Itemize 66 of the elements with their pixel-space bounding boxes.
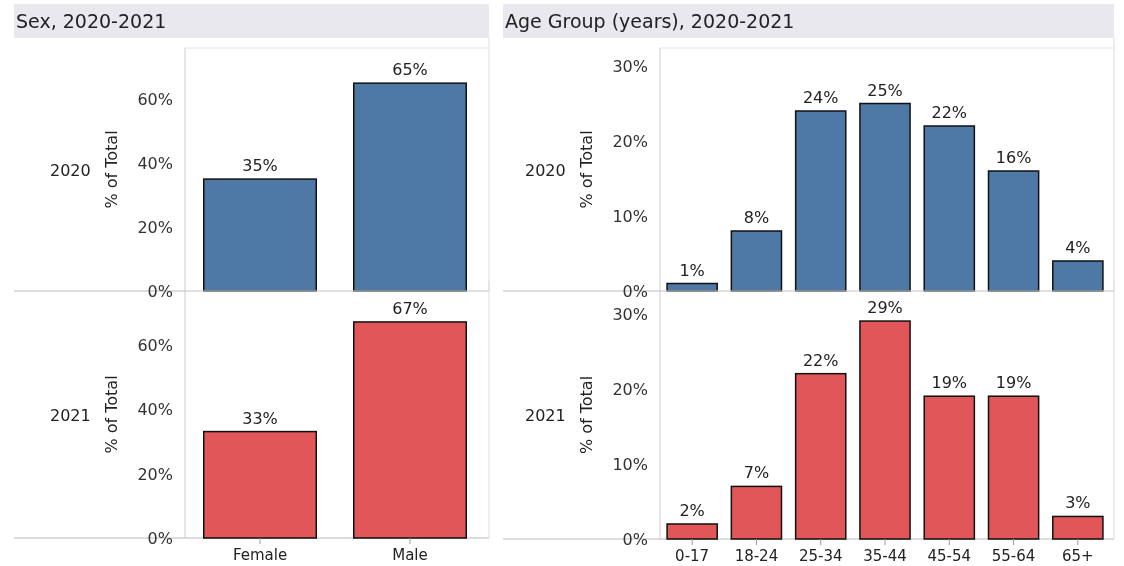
text: 2020 <box>525 160 566 180</box>
bar <box>666 523 718 540</box>
data-label: 7% <box>743 463 770 483</box>
data-label: 8% <box>743 208 770 227</box>
y-tick-label: 10% <box>612 454 648 474</box>
bar <box>859 320 911 540</box>
data-label: 65% <box>392 60 428 80</box>
x-tick-label: 35-44 <box>863 547 907 565</box>
bar <box>794 110 847 292</box>
data-label: 3% <box>1065 493 1091 513</box>
chart-title: Age Group (years), 2020-2021 <box>505 10 795 32</box>
data-label: 67% <box>392 298 428 318</box>
text: 2021 <box>50 405 91 425</box>
y-tick-label: 0% <box>147 529 173 548</box>
x-tick-label: 18-24 <box>734 547 779 565</box>
x-tick-label: 65+ <box>1062 547 1094 565</box>
data-label: 1% <box>679 260 705 280</box>
data-label: 35% <box>242 156 278 176</box>
y-axis-title: % of Total <box>102 375 121 454</box>
data-label: 33% <box>242 408 278 428</box>
text: 2020 <box>50 160 91 180</box>
data-label: 22% <box>802 350 839 370</box>
y-tick-label: 20% <box>612 379 648 399</box>
data-label: 19% <box>995 373 1032 393</box>
data-label: 2% <box>679 500 705 520</box>
bar <box>923 395 976 540</box>
x-tick-label: 0-17 <box>675 547 710 565</box>
bar <box>730 230 783 292</box>
y-tick-label: 30% <box>612 304 648 324</box>
y-tick-label: 30% <box>612 57 648 76</box>
data-label: 19% <box>931 373 968 393</box>
data-label: 24% <box>802 88 839 107</box>
chart-title: Sex, 2020-2021 <box>16 10 167 32</box>
bar <box>987 395 1040 540</box>
y-tick-label: 60% <box>137 90 173 110</box>
y-axis-title: % of Total <box>577 375 596 455</box>
y-axis-title: % of Total <box>577 130 596 209</box>
y-tick-label: 0% <box>147 282 173 301</box>
bar <box>923 125 976 292</box>
data-label: 25% <box>867 80 903 100</box>
bar <box>730 485 783 540</box>
y-tick-label: 10% <box>612 207 648 226</box>
y-tick-label: 20% <box>612 132 648 151</box>
x-tick-label: Female <box>232 546 288 564</box>
bar <box>1052 260 1104 292</box>
x-tick-label: 25-34 <box>798 547 843 565</box>
y-tick-label: 60% <box>137 335 173 355</box>
text: 2021 <box>525 406 566 425</box>
bar <box>794 372 847 540</box>
data-label: 22% <box>931 103 968 122</box>
y-tick-label: 0% <box>622 530 648 549</box>
bar <box>1052 515 1104 540</box>
x-tick-label: 45-54 <box>927 547 972 565</box>
y-tick-label: 0% <box>622 282 648 301</box>
data-label: 16% <box>995 148 1032 167</box>
data-label: 29% <box>867 298 903 318</box>
bar <box>859 102 911 292</box>
data-label: 4% <box>1065 238 1091 257</box>
y-tick-label: 40% <box>137 400 173 420</box>
y-tick-label: 40% <box>137 154 173 174</box>
x-tick-label: Male <box>392 546 428 564</box>
bar <box>987 170 1040 292</box>
y-axis-title: % of Total <box>102 130 121 209</box>
x-tick-label: 55-64 <box>991 547 1036 565</box>
y-tick-label: 20% <box>137 218 173 238</box>
y-tick-label: 20% <box>137 464 173 484</box>
